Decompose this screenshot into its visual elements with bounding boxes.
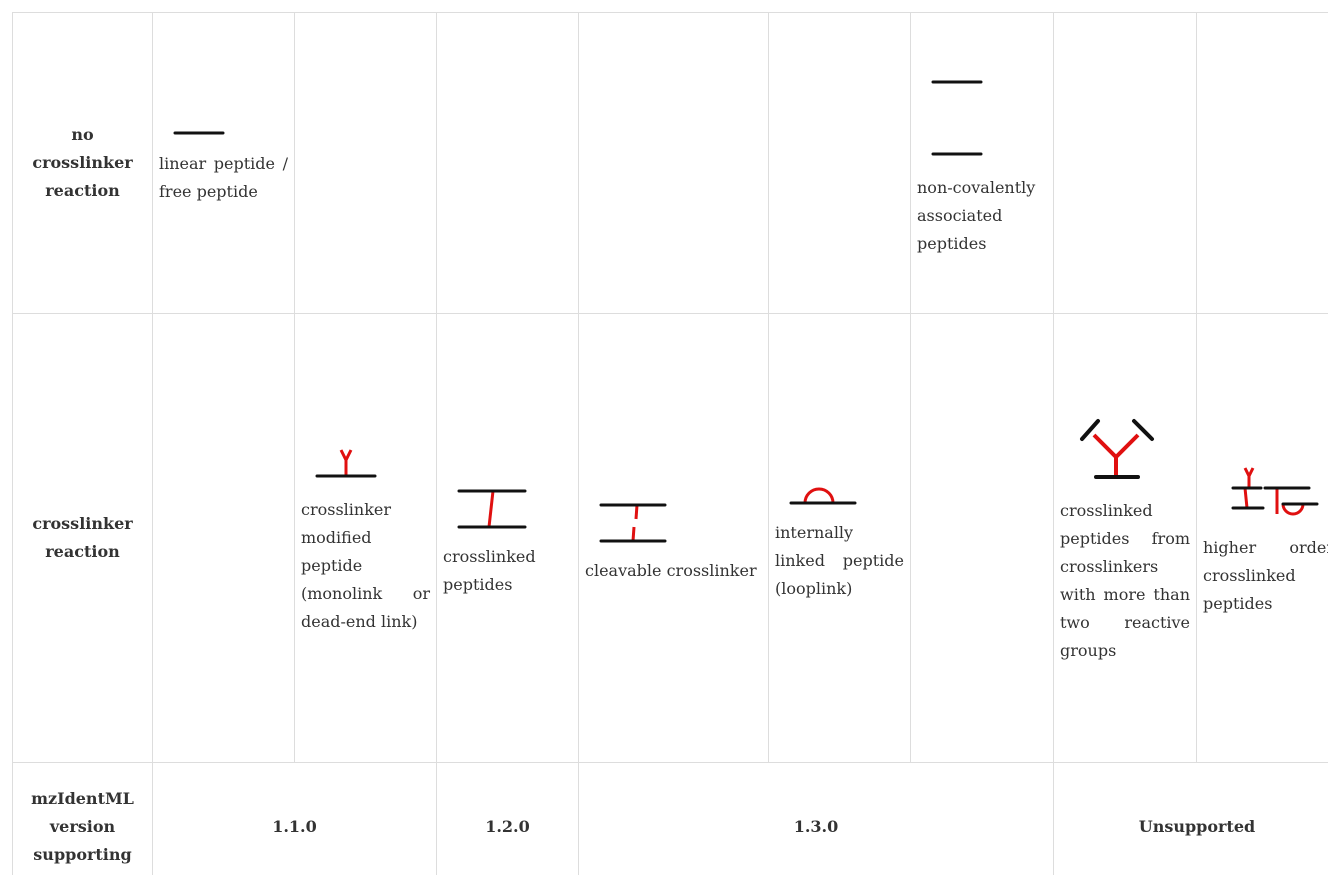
table-cell [910, 313, 1053, 762]
cell-text: linear peptide / free peptide [159, 154, 288, 201]
peptide-icon [443, 477, 572, 543]
table-cell: higher order crosslinked peptides [1196, 313, 1328, 762]
cell-text: internally linked peptide (looplink) [775, 523, 904, 598]
cell-text: 1.1.0 [272, 816, 317, 836]
table-cell [1053, 12, 1196, 313]
row-header: mzIdentML version supporting [12, 762, 152, 875]
table-cell: non-covalently associated peptides [910, 12, 1053, 313]
table-cell: linear peptide / free peptide [152, 12, 294, 313]
version-cell: Unsupported [1053, 762, 1328, 875]
peptide-icon [1203, 458, 1328, 534]
cell-text: higher order crosslinked peptides [1203, 538, 1328, 613]
peptide-icon [301, 440, 430, 496]
version-cell: 1.2.0 [436, 762, 578, 875]
cell-text: crosslinker modified peptide (monolink o… [301, 500, 430, 631]
peptide-icon [775, 473, 904, 519]
version-cell: 1.3.0 [578, 762, 1053, 875]
cell-text: crosslinked peptides [443, 547, 536, 594]
table-cell: cleavable crosslinker [578, 313, 768, 762]
table-cell: crosslinker modified peptide (monolink o… [294, 313, 436, 762]
table-cell [436, 12, 578, 313]
cell-text: 1.2.0 [485, 816, 530, 836]
table-cell: crosslinked peptides from crosslinkers w… [1053, 313, 1196, 762]
table-cell [152, 313, 294, 762]
table-cell [578, 12, 768, 313]
peptide-icon [1060, 411, 1190, 497]
version-cell: 1.1.0 [152, 762, 436, 875]
cell-text: non-covalently associated peptides [917, 178, 1036, 253]
table-cell [768, 12, 910, 313]
cell-text: mzIdentML version supporting [31, 788, 134, 864]
table-cell: crosslinked peptides [436, 313, 578, 762]
cell-text: 1.3.0 [793, 816, 839, 836]
table-cell: internally linked peptide (looplink) [768, 313, 910, 762]
table-cell [294, 12, 436, 313]
cell-text: no crosslinker reaction [32, 125, 133, 200]
cell-text: Unsupported [1138, 816, 1256, 836]
cell-text: cleavable crosslinker [585, 561, 757, 580]
table-cell [1196, 12, 1328, 313]
peptide-icon [917, 68, 1047, 174]
cell-text: crosslinker reaction [32, 514, 133, 561]
row-header: no crosslinker reaction [12, 12, 152, 313]
peptide-icon [159, 120, 288, 150]
cell-text: crosslinked peptides from crosslinkers w… [1060, 501, 1190, 660]
peptide-icon [585, 491, 762, 557]
row-header: crosslinker reaction [12, 313, 152, 762]
